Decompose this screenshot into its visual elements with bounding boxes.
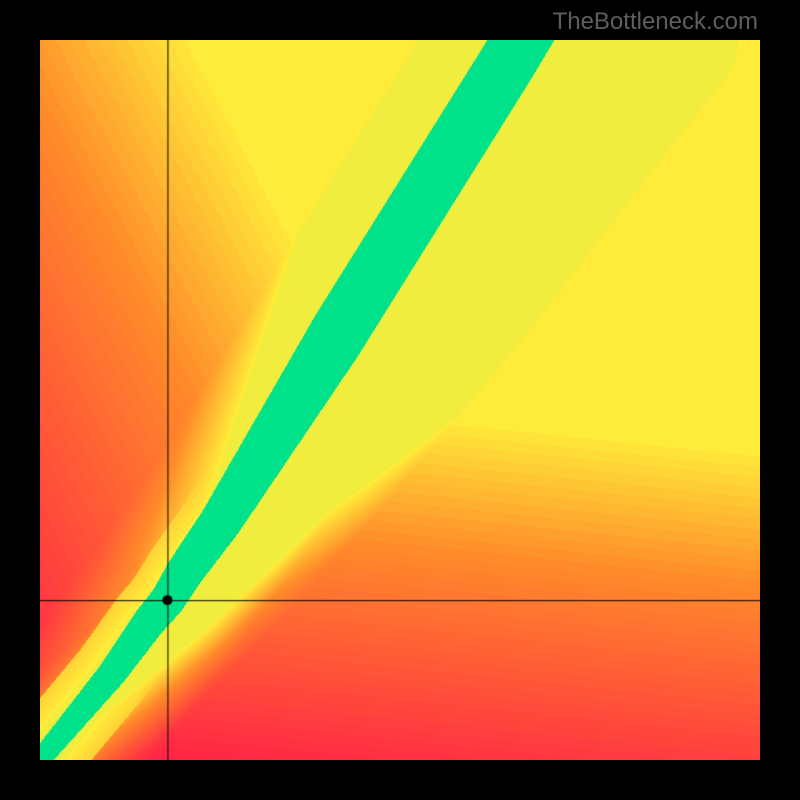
plot-area	[40, 40, 760, 760]
heatmap-frame: TheBottleneck.com	[0, 0, 800, 800]
heatmap-canvas	[40, 40, 760, 760]
watermark-text: TheBottleneck.com	[553, 8, 758, 36]
